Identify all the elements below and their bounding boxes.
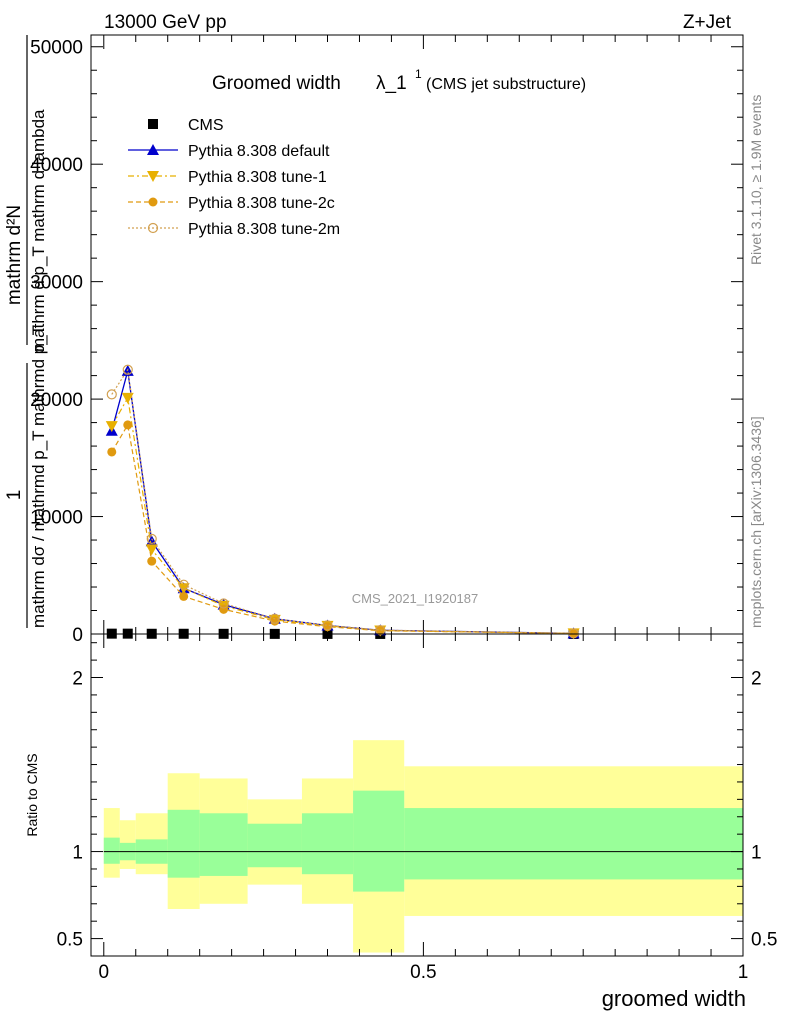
data-point: [322, 620, 333, 631]
ratio-band-inner: [103, 837, 120, 864]
legend-label: Pythia 8.308 tune-2m: [188, 221, 340, 238]
mcplots-reference-label: mcplots.cern.ch [arXiv:1306.3436]: [748, 416, 764, 628]
x-tick-label: 0: [98, 962, 109, 983]
main-y-label-denominator-1: mathrm dσ / mathrmd p_T mathrmd p_T: [29, 325, 48, 628]
ratio-band-inner: [199, 813, 248, 876]
ratio-y-tick-label: 2: [72, 669, 83, 690]
data-point: [121, 392, 134, 404]
legend-marker: [147, 144, 159, 155]
ratio-bands-layer: [103, 740, 743, 953]
data-point: [122, 364, 133, 375]
legend-label: Pythia 8.308 default: [188, 143, 330, 160]
ratio-y-tick-label-right: 2: [751, 669, 762, 690]
data-point: [375, 626, 385, 636]
data-point: [178, 579, 189, 590]
ratio-band-inner: [404, 808, 743, 880]
data-point: [107, 447, 117, 457]
main-y-tick-label: 50000: [30, 38, 83, 59]
ratio-band-inner: [247, 823, 302, 868]
main-y-tick-label: 0: [72, 625, 83, 646]
series-line: [111, 368, 574, 634]
ratio-y-label: Ratio to CMS: [24, 753, 40, 836]
header-process-label: Z+Jet: [683, 12, 732, 33]
ratio-y-tick-label: 1: [72, 843, 83, 864]
main-y-label-numerator-2: mathrm d²N: [4, 205, 25, 305]
legend-marker: [147, 171, 159, 182]
header-energy-label: 13000 GeV pp: [104, 12, 227, 33]
legend-label: Pythia 8.308 tune-2c: [188, 195, 335, 212]
data-point: [568, 628, 579, 639]
main-y-tick-label: 10000: [30, 508, 83, 529]
data-point: [375, 625, 386, 636]
ratio-y-tick-labels: 0.5 0.5 1 1 2 2: [57, 669, 778, 951]
data-point: [123, 420, 133, 430]
main-y-tick-label: 30000: [30, 273, 83, 294]
ratio-y-tick-label-right: 1: [751, 843, 762, 864]
ratio-y-tick-label-right: 0.5: [751, 930, 777, 951]
data-point: [179, 591, 189, 601]
chart-title-subtitle: (CMS jet substructure): [426, 76, 586, 93]
data-point: [270, 616, 280, 626]
ratio-y-tick-label: 0.5: [57, 930, 83, 951]
x-tick-label: 0.5: [410, 962, 436, 983]
main-y-tick-label: 40000: [30, 155, 83, 176]
x-axis-label: groomed width: [602, 986, 746, 1011]
legend-label: Pythia 8.308 tune-1: [188, 169, 327, 186]
data-point: [105, 421, 118, 433]
legend-marker: [147, 222, 159, 234]
data-point: [569, 628, 579, 638]
x-tick-label: 1: [738, 962, 749, 983]
data-point: [146, 533, 157, 544]
rivet-version-label: Rivet 3.1.10, ≥ 1.9M events: [748, 95, 764, 265]
main-y-tick-labels: 0 10000 20000 30000 40000 50000: [30, 38, 83, 646]
data-point: [269, 613, 280, 624]
main-y-label-denominator-2: mathrm d p_T mathrm d lambda: [29, 109, 48, 352]
ratio-band-inner: [301, 813, 354, 875]
ratio-band-inner: [353, 790, 405, 892]
x-tick-labels: 0 0.5 1: [98, 962, 748, 983]
chart-title-superscript: 1: [415, 67, 422, 81]
data-point: [147, 556, 157, 566]
ratio-axis-ticks: [91, 634, 744, 956]
main-y-tick-label: 20000: [30, 390, 83, 411]
legend: CMS Pythia 8.308 default Pythia 8.308 tune…: [128, 117, 340, 238]
legend-marker: [148, 119, 158, 129]
analysis-watermark: CMS_2021_I1920187: [352, 591, 479, 606]
main-y-label-numerator-1: 1: [4, 490, 25, 501]
legend-label: CMS: [188, 117, 224, 134]
ratio-band-inner: [167, 809, 200, 878]
data-point: [106, 389, 117, 400]
data-point: [218, 598, 229, 609]
main-series-layer: [105, 364, 580, 640]
legend-marker: [148, 197, 158, 207]
chart-title-lambda: λ_1: [376, 73, 407, 94]
chart-title-main: Groomed width: [212, 73, 341, 94]
ratio-plot-frame: [90, 633, 744, 957]
